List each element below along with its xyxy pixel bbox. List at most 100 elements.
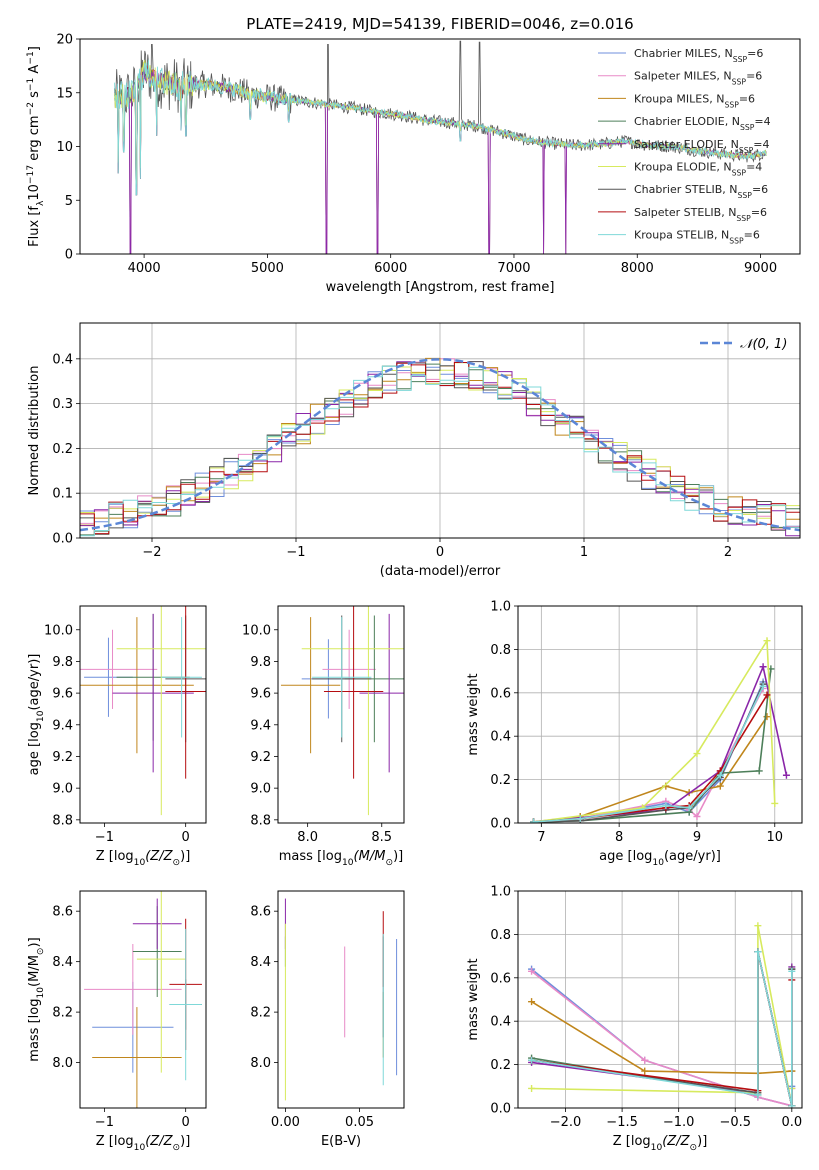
y-tick-label: 1.0 <box>490 600 511 615</box>
x-axis-label-part: 10 <box>134 858 146 868</box>
x-axis-label-part: ⊙ <box>385 858 393 868</box>
y-tick-label: 8.2 <box>250 1006 271 1021</box>
plot-area <box>278 606 404 823</box>
spectrum-line-kroupa-stelib <box>114 59 767 196</box>
series-marker <box>528 1056 536 1064</box>
x-tick-label: 8.5 <box>371 830 392 845</box>
y-axis-label: age [log10(age/yr)] <box>27 654 46 776</box>
plot-body <box>84 891 202 1108</box>
series-line <box>533 685 764 823</box>
series-marker <box>754 948 762 956</box>
panel-age-vs-mass: 8.0 8.5 8.8 9.0 9.2 9.4 9.6 9.8 10.0 mass [log10(… <box>242 605 405 868</box>
legend-entry-part: =6 <box>752 183 768 196</box>
x-tick-label: 9 <box>693 830 701 845</box>
series-marker <box>788 967 796 975</box>
x-axis-label-part: 10 <box>652 858 664 868</box>
y-tick-label: 9.6 <box>250 687 271 702</box>
histogram-step-kroupa-stelib <box>80 365 800 537</box>
errorbar-salpeter-elodie <box>112 613 194 773</box>
axes-frame <box>277 890 405 1109</box>
series-marker <box>662 802 670 810</box>
y-axis-label-part: ⊙ <box>36 947 46 955</box>
y-axis-label-part: (age/yr)] <box>27 654 42 711</box>
panel-weight-vs-Z: −2.0 −1.5 −1.0 −0.5 0.0 0.0 0.2 0.4 0.6 0.8 1.0 Z [… <box>466 885 803 1153</box>
y-tick-label: 8.4 <box>52 955 73 970</box>
legend-entry-part: SSP <box>738 191 753 200</box>
panel-residuals: −2 −1 0 1 2 0.0 0.1 0.2 0.3 0.4 (data-model)/error… <box>27 322 801 579</box>
legend-entry-part: =6 <box>746 70 762 83</box>
series-marker <box>576 815 584 823</box>
y-tick-label: 9.2 <box>250 750 271 765</box>
series-marker <box>641 1056 649 1064</box>
errorbar-kroupa-miles <box>92 1007 182 1108</box>
plot-area <box>278 891 404 1108</box>
errorbar-kroupa-stelib <box>161 617 202 738</box>
series-marker <box>716 771 724 779</box>
y-tick-label: 0.2 <box>490 773 511 788</box>
y-axis-label-part: ] <box>27 46 42 51</box>
x-axis-label-part: (M/M <box>354 849 386 864</box>
plot-body <box>80 606 206 816</box>
x-tick-label: 10 <box>766 830 783 845</box>
y-tick-label: 20 <box>56 33 73 48</box>
y-tick-label: 9.0 <box>52 782 73 797</box>
x-tick-label: 7 <box>537 830 545 845</box>
x-axis-label: (data-model)/error <box>380 564 501 579</box>
x-axis-label-part: (age/yr)] <box>664 849 721 864</box>
x-axis-label-part: ⊙ <box>173 1143 181 1153</box>
x-tick-label: 8 <box>615 830 623 845</box>
y-axis-label-part: λ <box>36 200 46 206</box>
legend-entry-part: =4 <box>753 138 769 151</box>
y-axis-label: mass weight <box>466 958 481 1040</box>
axes-frame <box>277 605 405 824</box>
y-tick-label: 0.0 <box>490 1102 511 1117</box>
x-tick-label: 5000 <box>251 261 284 276</box>
series-marker <box>528 998 536 1006</box>
x-axis-label: wavelength [Angstrom, rest frame] <box>326 280 555 295</box>
legend-entry: Salpeter ELODIE, NSSP=4 <box>634 138 770 155</box>
x-axis-label-part: Z [log <box>96 849 134 864</box>
y-tick-label: 8.0 <box>250 1056 271 1071</box>
legend-entry-part: Salpeter ELODIE, N <box>634 138 739 151</box>
y-axis-label-part: A <box>27 65 42 78</box>
legend-entry-part: Kroupa ELODIE, N <box>634 161 732 174</box>
errorbar-salpeter-stelib <box>165 606 206 779</box>
errorbar-kroupa-stelib <box>312 617 372 738</box>
x-axis-label-part: )] <box>393 849 403 864</box>
x-tick-label: 8.0 <box>297 830 318 845</box>
y-axis-label-part: erg cm <box>27 115 42 164</box>
x-tick-label: −1 <box>286 545 305 560</box>
series-marker <box>754 922 762 930</box>
y-tick-label: 0.1 <box>52 487 73 502</box>
x-tick-label: 0.00 <box>271 1115 300 1130</box>
series-marker <box>759 663 767 671</box>
errorbar-kroupa-elodie <box>301 606 404 816</box>
series-marker <box>759 682 767 690</box>
errorbar-kroupa-elodie <box>116 606 206 816</box>
x-axis-label-part: wavelength [Angstrom, rest frame] <box>326 280 555 295</box>
plot-area <box>80 891 206 1108</box>
x-tick-label: 8000 <box>621 261 654 276</box>
series-marker <box>763 637 771 645</box>
series-marker <box>528 1084 536 1092</box>
x-tick-label: −1 <box>95 830 114 845</box>
y-tick-label: 9.4 <box>250 718 271 733</box>
y-tick-label: 0.0 <box>52 532 73 547</box>
legend-entry-part: Salpeter STELIB, N <box>634 206 736 219</box>
axes-frame <box>79 38 801 255</box>
axes-frame <box>517 605 803 824</box>
series-marker <box>693 750 701 758</box>
x-axis-label-part: )] <box>697 1134 707 1149</box>
x-axis-label: Z [log10(Z/Z⊙)] <box>613 1134 708 1153</box>
legend-entry: Salpeter STELIB, NSSP=6 <box>634 206 767 223</box>
y-tick-label: 0.3 <box>52 397 73 412</box>
legend-entry-part: SSP <box>736 213 751 222</box>
y-tick-label: 0.2 <box>490 1058 511 1073</box>
panel-mass-vs-Z: −1 08.08.28.48.6Z [log10(Z/Z⊙)]mass [log1… <box>27 890 207 1153</box>
series-marker <box>685 804 693 812</box>
legend-entry-part: Chabrier MILES, N <box>634 47 733 60</box>
y-tick-label: 10 <box>56 140 73 155</box>
legend-entry-part: Salpeter MILES, N <box>634 70 732 83</box>
y-tick-label: 9.8 <box>52 655 73 670</box>
